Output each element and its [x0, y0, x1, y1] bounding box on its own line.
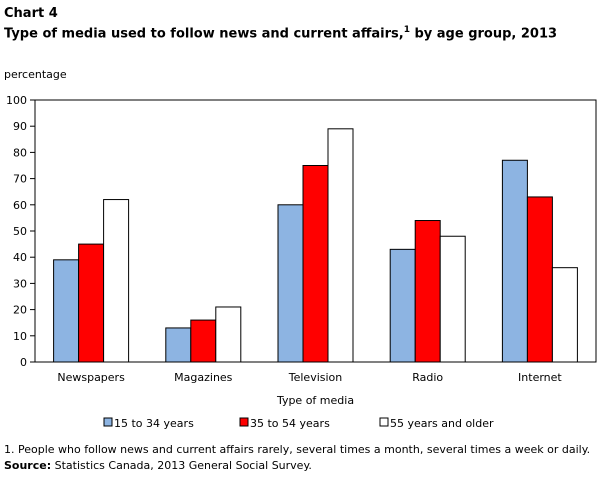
legend-label: 35 to 54 years — [250, 417, 330, 430]
legend-swatch — [239, 417, 249, 427]
bar — [439, 235, 466, 363]
bar — [215, 306, 242, 363]
y-tick-label: 80 — [13, 146, 27, 159]
bar — [53, 259, 80, 363]
y-tick-label: 40 — [13, 251, 27, 264]
x-tick-label: Internet — [518, 371, 562, 384]
chart-label: Chart 4 — [4, 6, 58, 21]
bar — [327, 128, 354, 363]
bar — [551, 267, 578, 363]
bar — [103, 199, 130, 363]
source-label: Source: — [4, 459, 52, 472]
bar — [501, 159, 528, 363]
y-tick-label: 10 — [13, 330, 27, 343]
y-tick-label: 20 — [13, 304, 27, 317]
y-tick-label: 0 — [20, 356, 27, 369]
bar — [78, 243, 105, 363]
footnote: 1. People who follow news and current af… — [4, 443, 591, 456]
y-tick-label: 100 — [6, 94, 27, 107]
y-tick-label: 60 — [13, 199, 27, 212]
bar — [526, 196, 553, 363]
y-tick-label: 30 — [13, 277, 27, 290]
bar — [165, 327, 192, 363]
x-tick-label: Radio — [412, 371, 443, 384]
title-text: Type of media used to follow news and cu… — [4, 26, 404, 42]
legend-swatch — [379, 417, 389, 427]
x-tick-label: Television — [288, 371, 343, 384]
legend-swatch — [103, 417, 113, 427]
source-note: Source: Statistics Canada, 2013 General … — [4, 458, 312, 474]
x-tick-label: Newspapers — [57, 371, 125, 384]
x-axis-label: Type of media — [276, 394, 354, 407]
bar-chart: 0 10 20 30 40 50 60 70 80 90 100 Newspapers Magazine… — [6, 94, 597, 430]
bar — [389, 248, 416, 363]
source-text: Statistics Canada, 2013 General Social S… — [51, 459, 312, 472]
y-axis-label: percentage — [4, 68, 67, 81]
title-footnote-marker: 1 — [403, 25, 410, 35]
chart-title: Type of media used to follow news and cu… — [4, 22, 564, 42]
title-text-end: by age group, 2013 — [409, 26, 558, 42]
y-tick-label: 70 — [13, 173, 27, 186]
y-tick-label: 90 — [13, 120, 27, 133]
bar — [277, 204, 304, 363]
bar — [302, 165, 329, 363]
y-tick-label: 50 — [13, 225, 27, 238]
legend-label: 55 years and older — [390, 417, 494, 430]
legend-label: 15 to 34 years — [114, 417, 194, 430]
bar — [414, 220, 441, 363]
bar — [190, 319, 217, 363]
x-tick-label: Magazines — [174, 371, 233, 384]
